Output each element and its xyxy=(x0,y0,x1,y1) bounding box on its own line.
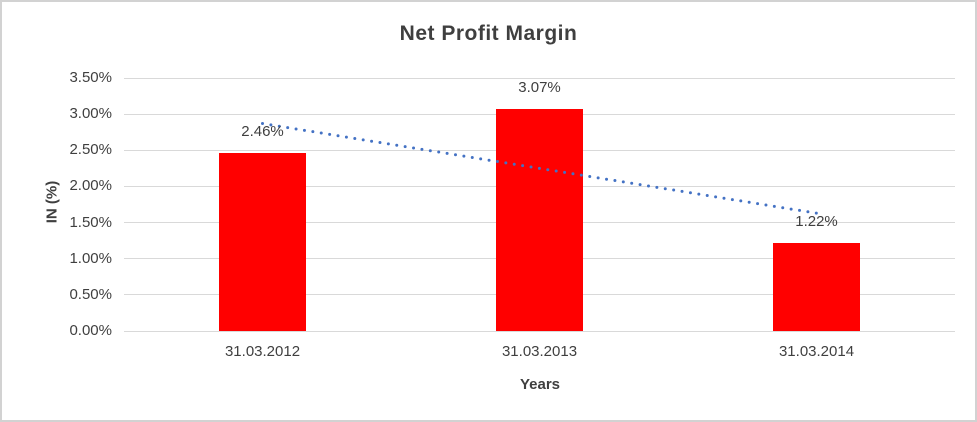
gridline xyxy=(124,77,955,79)
bar-data-label: 3.07% xyxy=(518,79,561,97)
y-tick-label: 3.50% xyxy=(69,69,112,86)
gridline xyxy=(124,330,955,332)
y-tick-label: 0.00% xyxy=(69,322,112,339)
x-category-label: 31.03.2012 xyxy=(224,343,301,360)
plot-area xyxy=(124,77,955,332)
bar xyxy=(496,109,583,331)
y-tick-label: 2.50% xyxy=(69,141,112,159)
y-tick-label: 2.00% xyxy=(69,177,112,195)
y-tick-label: 0.50% xyxy=(69,285,112,303)
y-tick-label: 3.00% xyxy=(69,105,112,123)
bar xyxy=(773,242,860,331)
bar xyxy=(219,153,306,331)
x-category-label: 31.03.2013 xyxy=(501,343,578,360)
bar-data-label: 2.46% xyxy=(241,123,284,141)
x-axis-title: Years xyxy=(519,376,561,393)
x-category-label: 31.03.2014 xyxy=(778,343,855,360)
bar-data-label: 1.22% xyxy=(795,212,838,230)
chart-title: Net Profit Margin xyxy=(399,22,578,45)
y-tick-label: 1.00% xyxy=(69,249,112,267)
trendline xyxy=(261,122,818,215)
y-tick-label: 1.50% xyxy=(69,213,112,231)
